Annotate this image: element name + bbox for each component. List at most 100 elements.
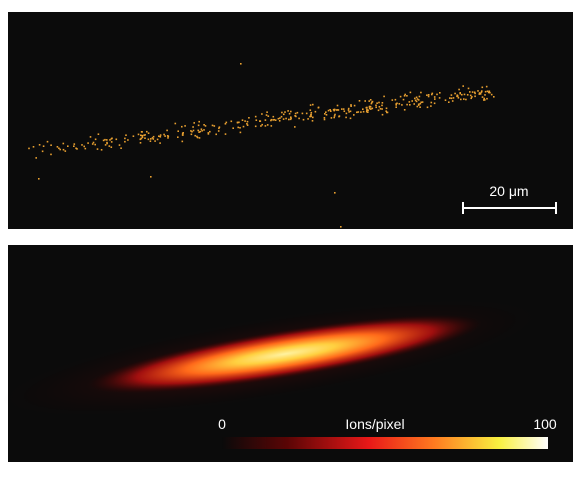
ion-dot	[224, 123, 227, 125]
ion-dot	[193, 122, 195, 124]
ion-dot	[371, 100, 374, 103]
ion-dot	[240, 63, 242, 65]
ion-dot	[38, 144, 41, 146]
ion-dot	[211, 124, 214, 127]
ion-dot	[463, 98, 465, 100]
ion-dot	[430, 105, 432, 107]
ion-cloud	[87, 314, 483, 394]
ion-dot	[325, 111, 327, 113]
ion-dot	[368, 107, 371, 110]
ion-dot	[32, 146, 35, 148]
colorbar-max: 100	[533, 416, 557, 432]
ion-dot	[277, 117, 280, 120]
ion-dot	[317, 106, 320, 109]
ion-dot	[416, 98, 419, 100]
ion-dot	[163, 133, 165, 136]
ion-dot	[215, 133, 217, 136]
ion-dot	[395, 104, 397, 106]
ion-dot	[421, 101, 424, 103]
ion-dot	[62, 142, 65, 145]
ion-dot	[454, 92, 456, 95]
ion-dot	[218, 126, 221, 128]
ion-dot	[406, 95, 408, 97]
ion-dot	[323, 118, 326, 121]
ion-dot	[294, 115, 296, 117]
ion-dot	[192, 126, 194, 128]
ion-dot	[348, 111, 350, 113]
ion-dot	[288, 118, 290, 121]
ion-dot	[370, 102, 373, 105]
ion-dot	[341, 108, 343, 110]
ion-dot	[124, 140, 126, 143]
ion-dot	[338, 115, 341, 117]
ion-dot	[377, 109, 380, 112]
ion-dot	[158, 135, 160, 137]
ion-dot	[301, 112, 304, 115]
ion-dot	[281, 111, 283, 114]
ion-dot	[417, 103, 420, 106]
ion-dot	[368, 105, 371, 108]
ion-dot	[473, 91, 476, 94]
ion-dot	[365, 110, 368, 113]
ion-dot	[196, 135, 198, 138]
ion-dot	[143, 134, 145, 137]
ion-dot	[478, 92, 481, 94]
ion-dot	[307, 118, 309, 120]
ion-dot	[266, 124, 269, 126]
ion-dot	[415, 100, 418, 103]
ion-dot	[395, 103, 397, 105]
ion-dot	[108, 145, 111, 147]
ion-dot	[483, 97, 485, 100]
ion-dot	[42, 145, 45, 147]
ion-dot	[115, 138, 118, 141]
ion-dot	[139, 142, 142, 144]
ion-dot	[73, 143, 76, 145]
ion-dot	[111, 137, 113, 140]
ion-dot	[457, 97, 460, 99]
ion-dot	[311, 120, 314, 122]
ion-dot	[451, 100, 454, 102]
ion-dot	[356, 111, 358, 114]
ion-dot	[309, 104, 312, 106]
ion-dot	[430, 101, 433, 104]
ion-dot	[333, 109, 335, 112]
ion-dot	[350, 104, 352, 106]
ion-dot	[385, 110, 387, 112]
ion-dot	[310, 115, 312, 118]
ion-dot	[358, 100, 361, 102]
ion-dot	[239, 127, 241, 129]
ion-dot	[254, 125, 257, 128]
ion-dot	[485, 85, 488, 88]
ion-dot	[416, 105, 419, 108]
ion-dot	[83, 145, 85, 148]
ion-dot	[463, 93, 466, 96]
ion-dot	[298, 117, 300, 120]
ion-dot	[433, 102, 436, 105]
ion-dot	[41, 150, 44, 153]
ion-dot	[481, 90, 483, 92]
ion-dot	[448, 101, 450, 103]
ion-dot	[217, 130, 220, 132]
ion-dot	[282, 118, 285, 120]
ion-dot	[385, 107, 388, 110]
ion-dot	[466, 94, 469, 96]
ion-dot	[164, 135, 166, 137]
ion-dot	[381, 104, 383, 107]
ion-dot	[290, 110, 292, 113]
ion-dot	[310, 113, 312, 116]
ion-dot	[199, 130, 201, 133]
ion-dot	[200, 128, 203, 130]
ion-dot	[225, 121, 228, 124]
ion-dot	[449, 97, 451, 99]
ion-dot	[391, 99, 394, 101]
ion-dot	[444, 99, 447, 101]
ion-dot	[489, 91, 491, 94]
ion-dot	[431, 92, 434, 95]
ion-dot	[209, 130, 211, 133]
ion-dot	[488, 90, 491, 93]
ion-dot	[310, 111, 313, 114]
ion-dot	[92, 141, 95, 144]
ion-dot	[469, 91, 471, 93]
ion-dot	[369, 99, 372, 101]
